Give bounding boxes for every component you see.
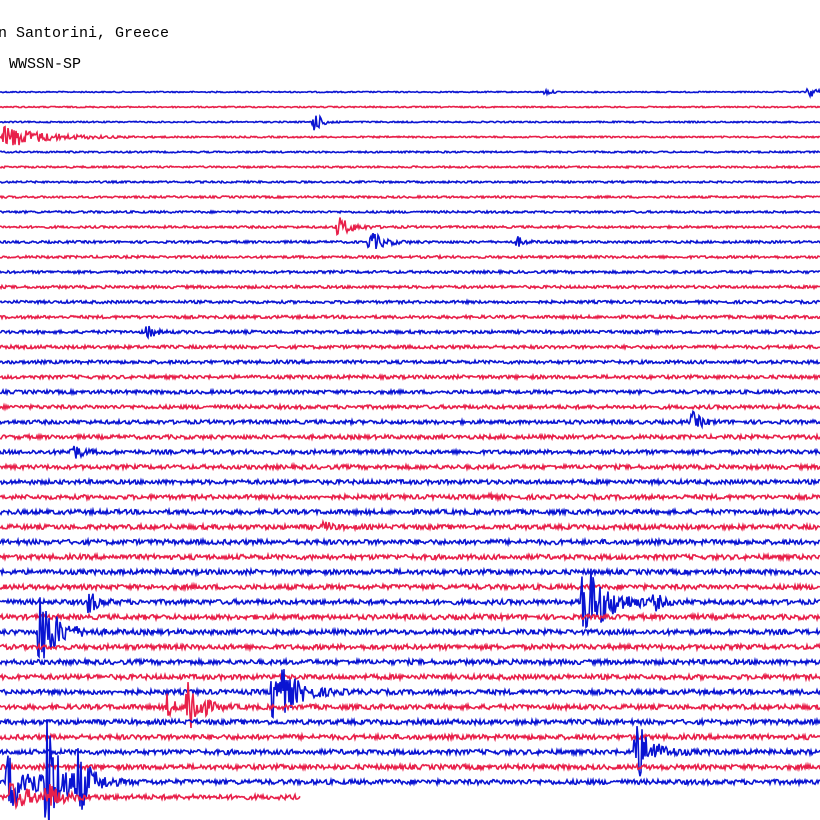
trace [0, 283, 820, 291]
trace [0, 551, 820, 563]
trace [0, 719, 820, 820]
trace [0, 164, 820, 170]
trace [0, 372, 820, 382]
trace [0, 268, 820, 276]
trace [0, 313, 820, 321]
trace [0, 402, 820, 412]
trace [0, 432, 820, 442]
trace [0, 566, 820, 578]
trace [0, 298, 820, 306]
trace [0, 125, 820, 146]
trace [0, 490, 820, 503]
trace [0, 105, 820, 109]
trace [0, 761, 820, 773]
trace [0, 358, 820, 366]
trace [0, 731, 820, 743]
trace [0, 114, 820, 131]
traces [0, 87, 820, 820]
trace [0, 682, 820, 729]
instrument-label: WWSSN-SP [9, 56, 81, 73]
trace [0, 445, 820, 460]
trace [0, 149, 820, 155]
trace [0, 597, 820, 659]
trace [0, 476, 820, 488]
trace [0, 726, 820, 777]
trace [0, 87, 820, 99]
station-title: n Santorini, Greece [0, 25, 169, 42]
trace [0, 179, 820, 185]
trace [0, 536, 820, 548]
trace [0, 325, 820, 340]
trace [0, 387, 820, 397]
trace [0, 669, 820, 719]
trace [0, 461, 820, 472]
trace [0, 568, 820, 630]
trace [0, 671, 820, 683]
trace [0, 506, 820, 518]
trace [0, 253, 820, 261]
trace [0, 611, 820, 623]
trace [0, 782, 301, 811]
trace [0, 716, 820, 728]
trace [0, 194, 820, 200]
trace [0, 217, 820, 237]
trace [0, 518, 820, 533]
trace [0, 343, 820, 351]
trace [0, 581, 820, 593]
trace [0, 656, 820, 668]
trace [0, 232, 820, 250]
trace [0, 409, 820, 430]
trace [0, 209, 820, 215]
trace [0, 641, 820, 653]
